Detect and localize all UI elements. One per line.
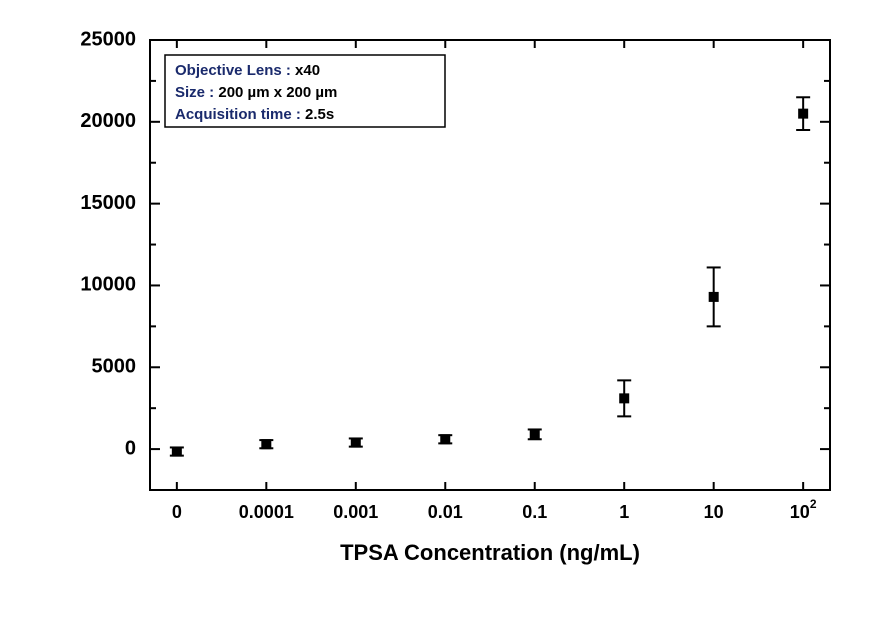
data-marker bbox=[351, 438, 361, 448]
x-axis-label: TPSA Concentration (ng/mL) bbox=[340, 540, 640, 565]
y-tick-label: 10000 bbox=[80, 274, 136, 296]
x-tick-label: 1 bbox=[619, 502, 629, 522]
x-tick-label: 0 bbox=[172, 502, 182, 522]
x-tick-label: 0.01 bbox=[428, 502, 463, 522]
y-tick-label: 25000 bbox=[80, 28, 136, 50]
data-marker bbox=[798, 109, 808, 119]
annotation-box: Objective Lens : x40 Size : 200 µm x 200 … bbox=[165, 55, 445, 127]
y-tick-label: 15000 bbox=[80, 192, 136, 214]
x-tick-label: 0.1 bbox=[522, 502, 547, 522]
y-tick-label: 0 bbox=[125, 437, 136, 459]
annotation-line: Objective Lens : x40 bbox=[175, 62, 320, 79]
data-marker bbox=[261, 439, 271, 449]
annotation-line: Acquisition time : 2.5s bbox=[175, 106, 334, 123]
x-tick-label: 0.0001 bbox=[239, 502, 294, 522]
data-marker bbox=[440, 434, 450, 444]
chart-container: 0 5000 10000 15000 20000 25000 0 0.0001 0.001 0.0… bbox=[0, 0, 886, 620]
x-tick-label: 10 bbox=[704, 502, 724, 522]
chart-svg: 0 5000 10000 15000 20000 25000 0 0.0001 0.001 0.0… bbox=[0, 0, 886, 620]
data-marker bbox=[709, 292, 719, 302]
data-marker bbox=[172, 447, 182, 457]
x-tick-label: 0.001 bbox=[333, 502, 378, 522]
data-marker bbox=[530, 429, 540, 439]
y-tick-label: 20000 bbox=[80, 110, 136, 132]
data-marker bbox=[619, 393, 629, 403]
annotation-line: Size : 200 µm x 200 µm bbox=[175, 84, 337, 101]
y-tick-label: 5000 bbox=[92, 356, 137, 378]
